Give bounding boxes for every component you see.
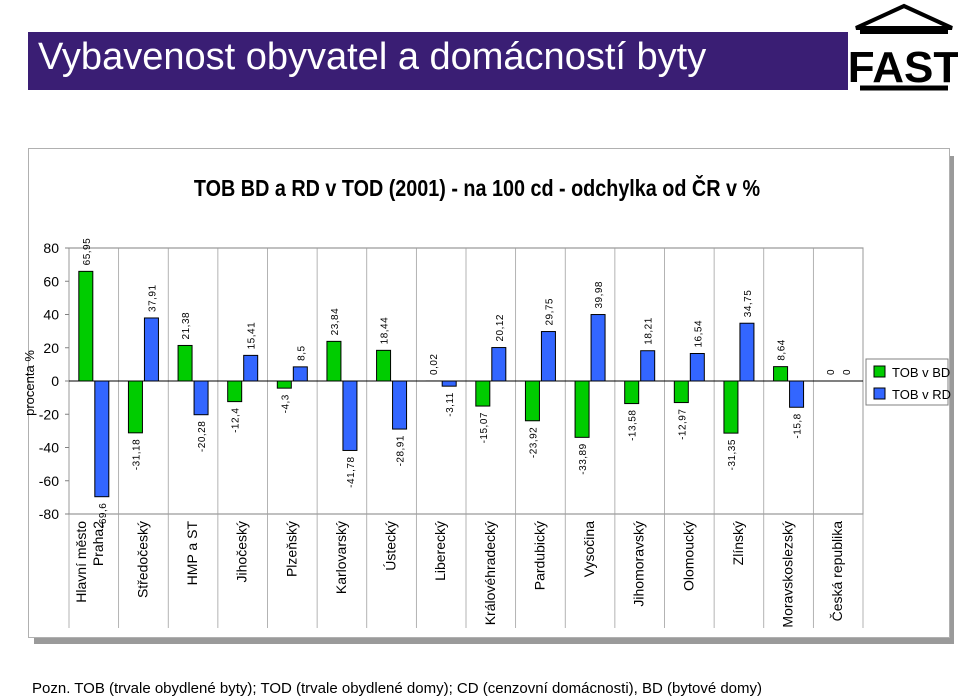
logo-text: FAST	[850, 43, 958, 92]
data-label: 0,02	[429, 353, 440, 374]
bar-tob-rd	[590, 314, 606, 382]
y-tick-label: 80	[43, 240, 59, 256]
y-tick-label: -80	[39, 506, 59, 522]
bar-tob-bd	[78, 270, 94, 382]
data-label: 15,41	[247, 322, 258, 350]
bar-tob-rd	[689, 353, 705, 382]
bar-tob-rd	[243, 354, 259, 382]
data-label: 39,98	[594, 281, 605, 309]
data-label: 23,84	[330, 308, 341, 336]
category-label: Praha2	[90, 521, 106, 566]
bar-tob-bd	[624, 380, 640, 405]
bar-tob-rd	[739, 322, 755, 382]
data-label: -33,89	[578, 443, 589, 474]
data-label: -23,92	[528, 427, 539, 458]
category-label: Moravskoslezský	[780, 521, 796, 628]
category-label: Česká republika	[829, 521, 845, 622]
bar-tob-bd	[276, 380, 292, 389]
bar-tob-rd	[491, 347, 507, 382]
data-label: 8,64	[777, 339, 788, 360]
y-axis-label: procenta %	[22, 350, 37, 416]
data-label: -69,6	[98, 503, 109, 528]
category-label: Jihomoravský	[631, 521, 647, 607]
data-label: 65,95	[82, 238, 93, 266]
bar-tob-bd	[475, 380, 491, 407]
data-label: -15,07	[479, 412, 490, 443]
data-label: -4,3	[280, 394, 291, 413]
y-tick-label: 60	[43, 273, 59, 289]
fast-logo: FAST	[848, 2, 960, 98]
data-label: -31,18	[131, 439, 142, 470]
bar-tob-bd	[177, 344, 193, 382]
data-label: -41,78	[346, 456, 357, 487]
category-label: Karlovarský	[333, 521, 349, 594]
category-label: Olomoucký	[680, 521, 696, 591]
category-label: Jihočeský	[234, 521, 250, 582]
bar-tob-rd	[789, 380, 805, 408]
bar-tob-rd	[540, 331, 556, 382]
header-bar	[28, 32, 848, 90]
category-label: Liberecký	[432, 521, 448, 581]
data-label: 18,21	[644, 317, 655, 345]
footnote: Pozn. TOB (trvale obydlené byty); TOD (t…	[32, 680, 763, 697]
bar-tob-bd	[127, 380, 143, 434]
data-label: -28,91	[396, 435, 407, 466]
bar-tob-bd	[773, 366, 789, 382]
category-label: Královéhradecký	[482, 521, 498, 625]
bar-tob-rd	[143, 317, 159, 382]
data-label: -31,35	[727, 439, 738, 470]
legend-swatch-tob-bd	[873, 365, 886, 378]
bar-tob-bd	[723, 380, 739, 434]
data-label: 0	[842, 369, 853, 375]
bar-tob-bd	[673, 380, 689, 404]
bar-tob-bd	[376, 349, 392, 382]
data-label: 37,91	[147, 284, 158, 312]
bar-tob-rd	[292, 366, 308, 382]
y-tick-label: 20	[43, 340, 59, 356]
data-label: 16,54	[693, 320, 704, 348]
bar-tob-rd	[640, 350, 656, 382]
data-label: 18,44	[380, 317, 391, 345]
bar-tob-rd	[94, 380, 110, 498]
category-label: Ústecký	[383, 521, 399, 571]
category-label: HMP a ST	[184, 521, 200, 586]
data-label: 0	[826, 369, 837, 375]
data-label: 34,75	[743, 290, 754, 318]
legend-label: TOB v BD	[892, 365, 950, 380]
data-label: -20,28	[197, 421, 208, 452]
data-label: 21,38	[181, 312, 192, 340]
category-label: Středočeský	[134, 521, 150, 598]
data-label: 29,75	[544, 298, 555, 326]
bar-tob-rd	[342, 380, 358, 451]
data-label: -13,58	[628, 410, 639, 441]
data-label: -3,11	[445, 392, 456, 417]
data-label: 20,12	[495, 314, 506, 342]
bar-tob-rd	[193, 380, 209, 416]
bar-tob-bd	[574, 380, 590, 438]
y-tick-label: -20	[39, 406, 59, 422]
category-label: Plzeňský	[283, 521, 299, 577]
y-tick-label: 0	[51, 373, 59, 389]
page-title: Vybavenost obyvatel a domácností byty	[38, 36, 707, 78]
category-label: Vysočina	[581, 521, 597, 578]
data-label: 8,5	[296, 345, 307, 360]
data-label: -12,97	[677, 409, 688, 440]
legend-swatch-tob-rd	[873, 387, 886, 400]
category-label: Hlavní město	[73, 521, 89, 603]
data-label: -15,8	[793, 413, 804, 438]
category-label: Zlínský	[730, 521, 746, 565]
category-label: Pardubický	[531, 521, 547, 590]
y-tick-label: -40	[39, 440, 59, 456]
bar-tob-rd	[392, 380, 408, 430]
legend-label: TOB v RD	[892, 387, 951, 402]
data-label: -12,4	[231, 408, 242, 433]
bar-tob-bd	[227, 380, 243, 403]
bar-tob-bd	[326, 340, 342, 382]
bar-tob-bd	[524, 380, 540, 422]
chart-title: TOB BD a RD v TOD (2001) - na 100 cd - o…	[194, 175, 760, 202]
y-tick-label: 40	[43, 307, 59, 323]
bar-tob-rd	[441, 380, 457, 387]
y-tick-label: -60	[39, 473, 59, 489]
